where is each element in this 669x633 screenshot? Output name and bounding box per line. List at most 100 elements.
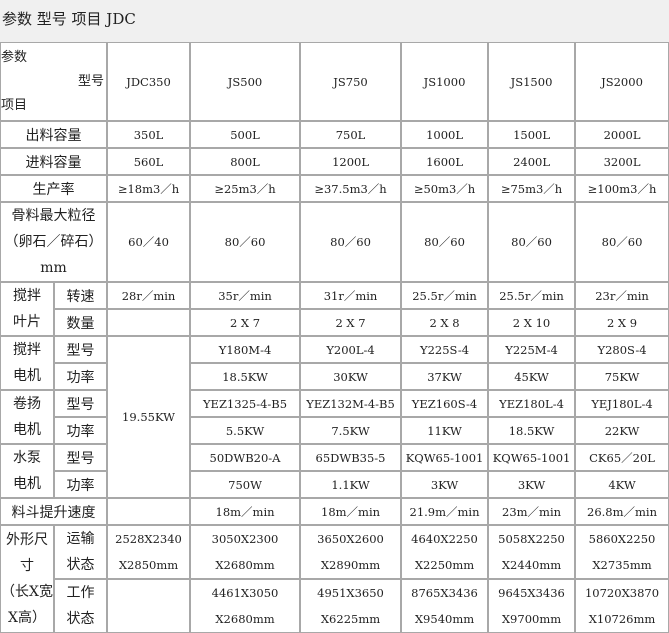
value-cell: Y280S-4: [575, 336, 669, 363]
cell-line: 5058X2250: [498, 532, 565, 546]
value-cell: 4640X2250 X2250mm: [401, 525, 489, 579]
cell-line: X2735mm: [592, 558, 652, 572]
value-cell: YEZ160S-4: [401, 390, 489, 417]
value-cell: 2 X 9: [575, 309, 669, 336]
value-cell: ≥50m3／h: [401, 175, 489, 202]
cell-line: X9540mm: [414, 612, 475, 626]
value-cell: 65DWB35-5: [300, 444, 402, 471]
value-cell: 2 X 10: [488, 309, 576, 336]
model-header: JDC350: [107, 42, 191, 121]
value-cell: 31r／min: [300, 282, 402, 309]
row-dim-working: 工作 状态 4461X3050 X2680mm 4951X3650 X6225mm 8765…: [0, 579, 669, 633]
value-cell: 560L: [107, 148, 191, 175]
row-mix_motor-model: 搅拌 电机 型号 19.55KW Y180M-4 Y200L-4 Y225S-4 Y225M-…: [0, 336, 669, 498]
value-cell: 4KW: [575, 471, 669, 498]
cell-line: X10726mm: [588, 612, 656, 626]
value-cell: 18m／min: [300, 498, 402, 525]
value-cell: Y180M-4: [190, 336, 301, 363]
model-header: JS1000: [401, 42, 489, 121]
cell-line: 外形尺: [6, 532, 48, 548]
value-cell: 1600L: [401, 148, 489, 175]
row-pump_motor-power: 功率 750W 1.1KW 3KW 3KW 4KW: [0, 471, 669, 498]
value-cell: 3KW: [401, 471, 489, 498]
value-cell: 2400L: [488, 148, 576, 175]
value-cell: 3200L: [575, 148, 669, 175]
cell-line: 电机: [13, 476, 41, 492]
page-title: 参数 型号 项目 JDC: [0, 0, 669, 42]
cell-line: 搅拌: [13, 288, 41, 304]
row-blade-speed: 搅拌 叶片 转速 28r／min 35r／min 31r／min 25.5r／min 25.5…: [0, 282, 669, 336]
value-cell: 28r／min: [107, 282, 191, 309]
value-cell: 350L: [107, 121, 191, 148]
cell-line: 状态: [66, 611, 95, 627]
row-label: 运输 状态: [54, 525, 108, 579]
value-cell: ≥100m3／h: [575, 175, 669, 202]
value-cell: [107, 498, 191, 525]
value-cell: KQW65-1001: [488, 444, 576, 471]
value-cell: 500L: [190, 121, 301, 148]
spec-table: 参数 型号 项目 JDC350 JS500 JS750 JS1000 JS150…: [0, 42, 669, 633]
row-label: 生产率: [0, 175, 108, 202]
cell-line: X6225mm: [320, 612, 381, 626]
value-cell: 30KW: [300, 363, 402, 390]
cell-line: X2680mm: [215, 558, 275, 572]
row-label: 骨料最大粒径 （卵石／碎石） mm: [0, 202, 108, 282]
row-label: 功率: [54, 363, 108, 390]
cell-line: 3050X2300: [211, 532, 279, 546]
row-aggregate: 骨料最大粒径 （卵石／碎石） mm 60／40 80／60 80／60 80／60 80／60…: [0, 202, 669, 282]
value-cell: ≥25m3／h: [190, 175, 301, 202]
row-label: 型号: [54, 336, 108, 363]
header-row: 参数 型号 项目 JDC350 JS500 JS750 JS1000 JS150…: [0, 42, 669, 121]
value-cell: Y225S-4: [401, 336, 489, 363]
value-cell: 1500L: [488, 121, 576, 148]
row-label: 料斗提升速度: [0, 498, 108, 525]
row-productivity: 生产率 ≥18m3／h ≥25m3／h ≥37.5m3／h ≥50m3／h ≥75m3／h…: [0, 175, 669, 202]
row-hopper: 料斗提升速度 18m／min 18m／min 21.9m／min 23m／min 26.8…: [0, 498, 669, 525]
cell-line: X2440mm: [501, 558, 562, 572]
value-cell: ≥37.5m3／h: [300, 175, 402, 202]
row-label: 出料容量: [0, 121, 108, 148]
value-cell: 75KW: [575, 363, 669, 390]
cell-line: X2680mm: [215, 612, 275, 626]
row-pump_motor-model: 水泵 电机 型号 50DWB20-A 65DWB35-5 KQW65-1001 KQW65-…: [0, 444, 669, 498]
value-cell: 37KW: [401, 363, 489, 390]
model-header: JS2000: [575, 42, 669, 121]
value-cell: 1200L: [300, 148, 402, 175]
value-cell: 18.5KW: [488, 417, 576, 444]
cell-line: 骨料最大粒径: [11, 208, 96, 224]
value-cell: 800L: [190, 148, 301, 175]
value-cell: 35r／min: [190, 282, 301, 309]
cell-line: 4951X3650: [317, 586, 384, 600]
value-cell: 1000L: [401, 121, 489, 148]
cell-line: X2250mm: [414, 558, 475, 572]
value-cell: 23m／min: [488, 498, 576, 525]
row-label: 工作 状态: [54, 579, 108, 633]
row-label: 数量: [54, 309, 108, 336]
row-label: 型号: [54, 444, 108, 471]
value-cell: 21.9m／min: [401, 498, 489, 525]
value-cell: 80／60: [190, 202, 301, 282]
row-discharge: 出料容量 350L 500L 750L 1000L 1500L 2000L: [0, 121, 669, 148]
cell-line: 9645X3436: [498, 586, 565, 600]
value-cell: 18.5KW: [190, 363, 301, 390]
value-cell: CK65／20L: [575, 444, 669, 471]
group-label: 水泵 电机: [0, 444, 54, 498]
cell-line: 寸: [20, 558, 34, 574]
cell-line: 8765X3436: [411, 586, 478, 600]
value-cell: 50DWB20-A: [190, 444, 301, 471]
value-cell: 25.5r／min: [401, 282, 489, 309]
value-cell: 7.5KW: [300, 417, 402, 444]
value-cell: 23r／min: [575, 282, 669, 309]
cell-line: 搅拌: [13, 342, 41, 358]
value-cell: KQW65-1001: [401, 444, 489, 471]
cell-line: X2850mm: [118, 558, 179, 572]
row-label: 转速: [54, 282, 108, 309]
value-cell: 3650X2600 X2890mm: [300, 525, 402, 579]
value-cell: 1.1KW: [300, 471, 402, 498]
cell-line: 电机: [13, 422, 41, 438]
cell-line: 4461X3050: [211, 586, 279, 600]
value-cell: 2 X 7: [190, 309, 301, 336]
group-label: 搅拌 叶片: [0, 282, 54, 336]
value-cell: ≥18m3／h: [107, 175, 191, 202]
